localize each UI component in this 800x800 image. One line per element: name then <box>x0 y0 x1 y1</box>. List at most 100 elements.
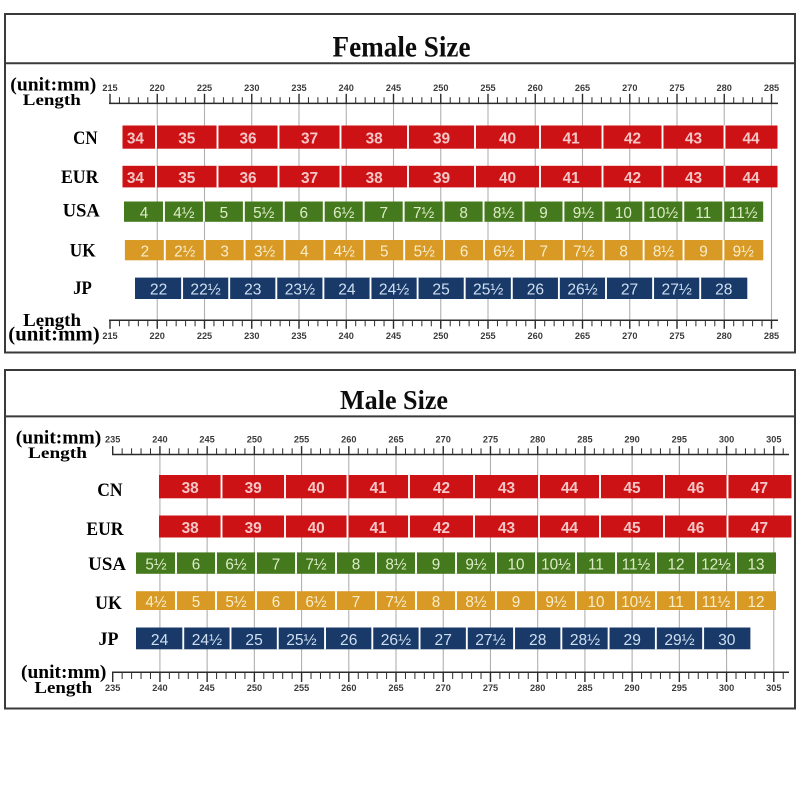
svg-text:43: 43 <box>498 520 515 537</box>
svg-text:300: 300 <box>719 683 734 693</box>
svg-text:6: 6 <box>192 556 201 573</box>
svg-text:26: 26 <box>527 282 544 299</box>
svg-text:35: 35 <box>178 170 196 187</box>
svg-text:10: 10 <box>507 556 524 573</box>
svg-text:29: 29 <box>624 632 641 649</box>
svg-text:JP: JP <box>99 630 119 650</box>
svg-text:44: 44 <box>561 480 579 497</box>
svg-text:255: 255 <box>294 683 309 693</box>
svg-text:34: 34 <box>127 170 145 187</box>
svg-text:USA: USA <box>88 555 126 575</box>
svg-text:8½: 8½ <box>465 594 487 611</box>
svg-text:CN: CN <box>97 481 123 501</box>
svg-text:8: 8 <box>352 556 361 573</box>
svg-text:36: 36 <box>239 130 256 147</box>
svg-text:260: 260 <box>528 83 543 93</box>
svg-text:7: 7 <box>352 594 361 611</box>
svg-text:10: 10 <box>587 594 604 611</box>
svg-text:41: 41 <box>370 480 388 497</box>
svg-text:3: 3 <box>220 243 229 260</box>
svg-text:7: 7 <box>272 556 281 573</box>
svg-text:240: 240 <box>152 683 167 693</box>
svg-text:4: 4 <box>140 205 149 222</box>
svg-text:JP: JP <box>73 279 92 299</box>
svg-text:42: 42 <box>624 130 641 147</box>
svg-text:255: 255 <box>480 83 495 93</box>
svg-text:29½: 29½ <box>664 632 694 649</box>
svg-text:27½: 27½ <box>475 632 505 649</box>
svg-text:7½: 7½ <box>573 243 595 260</box>
svg-text:38: 38 <box>366 130 384 147</box>
svg-text:35: 35 <box>178 130 196 147</box>
svg-text:230: 230 <box>244 331 259 341</box>
svg-text:9: 9 <box>512 594 521 611</box>
svg-text:305: 305 <box>766 683 781 693</box>
svg-text:235: 235 <box>291 331 306 341</box>
svg-text:275: 275 <box>669 83 684 93</box>
svg-text:8: 8 <box>619 243 628 260</box>
svg-text:12½: 12½ <box>701 556 731 573</box>
svg-text:44: 44 <box>561 520 579 537</box>
svg-text:240: 240 <box>339 331 354 341</box>
svg-text:10½: 10½ <box>648 205 678 222</box>
svg-text:265: 265 <box>388 435 403 445</box>
svg-text:22½: 22½ <box>190 282 220 299</box>
svg-text:4½: 4½ <box>173 205 195 222</box>
svg-text:8½: 8½ <box>653 243 675 260</box>
svg-text:43: 43 <box>498 480 515 497</box>
svg-text:43: 43 <box>685 130 702 147</box>
svg-text:235: 235 <box>105 435 120 445</box>
svg-text:285: 285 <box>577 683 592 693</box>
svg-text:8½: 8½ <box>385 556 407 573</box>
svg-text:11: 11 <box>695 205 711 222</box>
svg-text:UK: UK <box>70 242 96 262</box>
svg-text:28½: 28½ <box>570 632 600 649</box>
svg-text:6: 6 <box>300 205 309 222</box>
svg-text:36: 36 <box>239 170 256 187</box>
svg-text:23: 23 <box>244 282 261 299</box>
svg-text:24½: 24½ <box>192 632 222 649</box>
svg-text:13: 13 <box>747 556 764 573</box>
svg-text:CN: CN <box>73 129 98 149</box>
svg-text:10: 10 <box>615 205 632 222</box>
svg-text:255: 255 <box>294 435 309 445</box>
svg-text:2: 2 <box>141 243 150 260</box>
svg-text:250: 250 <box>433 83 448 93</box>
svg-text:45: 45 <box>623 480 641 497</box>
svg-text:9½: 9½ <box>545 594 567 611</box>
svg-text:24½: 24½ <box>379 282 409 299</box>
svg-text:42: 42 <box>433 480 450 497</box>
svg-text:225: 225 <box>197 331 212 341</box>
svg-text:(unit:mm): (unit:mm) <box>10 74 96 95</box>
svg-text:295: 295 <box>672 683 687 693</box>
svg-text:270: 270 <box>622 331 637 341</box>
svg-text:10½: 10½ <box>621 594 651 611</box>
svg-text:Length: Length <box>23 92 81 109</box>
svg-text:265: 265 <box>575 83 590 93</box>
svg-text:37: 37 <box>301 170 318 187</box>
svg-text:41: 41 <box>370 520 388 537</box>
svg-text:4: 4 <box>300 243 309 260</box>
svg-text:39: 39 <box>433 130 450 147</box>
svg-text:41: 41 <box>563 130 581 147</box>
svg-text:27½: 27½ <box>662 282 692 299</box>
svg-text:275: 275 <box>669 331 684 341</box>
svg-text:12: 12 <box>667 556 684 573</box>
svg-text:UK: UK <box>95 594 122 614</box>
svg-text:6½: 6½ <box>305 594 327 611</box>
svg-text:45: 45 <box>623 520 641 537</box>
svg-text:250: 250 <box>247 435 262 445</box>
svg-text:26: 26 <box>340 632 357 649</box>
svg-text:7½: 7½ <box>385 594 407 611</box>
svg-text:245: 245 <box>199 435 214 445</box>
svg-text:44: 44 <box>742 170 760 187</box>
svg-text:235: 235 <box>105 683 120 693</box>
svg-text:USA: USA <box>63 201 101 221</box>
svg-text:300: 300 <box>719 435 734 445</box>
svg-text:275: 275 <box>483 435 498 445</box>
svg-text:(unit:mm): (unit:mm) <box>21 662 106 683</box>
svg-text:280: 280 <box>530 683 545 693</box>
svg-text:39: 39 <box>245 520 262 537</box>
svg-text:7: 7 <box>540 243 549 260</box>
svg-text:30: 30 <box>718 632 736 649</box>
